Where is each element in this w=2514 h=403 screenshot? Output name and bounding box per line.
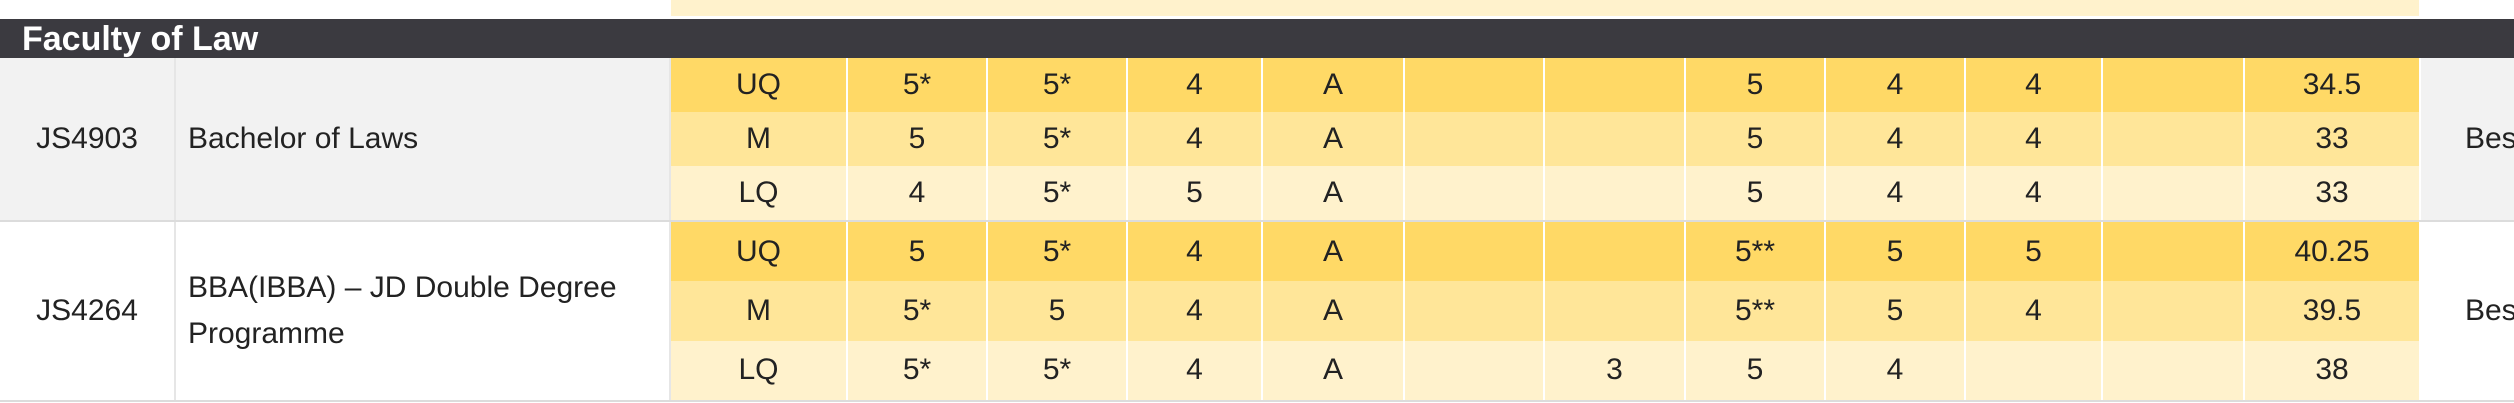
score-cell: 5 xyxy=(1826,281,1966,341)
score-cell: 34.5 xyxy=(2245,58,2421,112)
score-cell: 4 xyxy=(1966,166,2103,220)
score-cell xyxy=(1545,222,1686,282)
score-cell xyxy=(2103,340,2245,400)
score-cell: 4 xyxy=(1128,281,1263,341)
score-cell: 5 xyxy=(848,222,988,282)
band-label: M xyxy=(671,281,848,341)
row-divider xyxy=(0,220,2514,222)
score-cell: 5** xyxy=(1686,222,1826,282)
score-cell: 4 xyxy=(1966,58,2103,112)
programme-name: BBA(IBBA) – JD Double Degree Programme xyxy=(176,222,671,400)
score-cell xyxy=(2103,222,2245,282)
score-cell: 5* xyxy=(988,340,1128,400)
faculty-title: Faculty of Law xyxy=(22,20,259,58)
score-cell: 38 xyxy=(2245,340,2421,400)
band-label: UQ xyxy=(671,58,848,112)
score-cell: A xyxy=(1263,112,1405,166)
programme-name: Bachelor of Laws xyxy=(176,58,671,220)
score-cell: 4 xyxy=(1966,112,2103,166)
best-subjects: Best 5 xyxy=(2421,222,2514,400)
score-cell xyxy=(1405,58,1545,112)
score-cell xyxy=(1966,340,2103,400)
score-cell xyxy=(1405,166,1545,220)
best-subjects: Best 5 xyxy=(2421,58,2514,220)
band-label: M xyxy=(671,112,848,166)
programme-row: JS4903 Bachelor of Laws Best 5 UQ5*5*4A5… xyxy=(0,58,2514,220)
programme-code: JS4903 xyxy=(0,58,176,220)
score-cell: 5 xyxy=(1686,58,1826,112)
score-cell: 5 xyxy=(1686,112,1826,166)
row-divider xyxy=(0,400,2514,402)
score-cell xyxy=(2103,166,2245,220)
score-cell: 5* xyxy=(848,340,988,400)
score-cell: 4 xyxy=(1128,340,1263,400)
score-cell: 5* xyxy=(848,58,988,112)
score-cell: 4 xyxy=(848,166,988,220)
score-cell: 5* xyxy=(988,166,1128,220)
score-cell: 5* xyxy=(988,58,1128,112)
score-cell: 5* xyxy=(988,112,1128,166)
score-cell xyxy=(2103,58,2245,112)
score-cell: A xyxy=(1263,58,1405,112)
band-label: UQ xyxy=(671,222,848,282)
score-cell xyxy=(2103,281,2245,341)
score-cell: 4 xyxy=(1128,58,1263,112)
score-cell: 3 xyxy=(1545,340,1686,400)
score-cell: 5 xyxy=(1686,166,1826,220)
score-cell: 5 xyxy=(1686,340,1826,400)
score-cell: 5 xyxy=(988,281,1128,341)
score-cell xyxy=(1545,112,1686,166)
band-label: LQ xyxy=(671,166,848,220)
score-cell: A xyxy=(1263,166,1405,220)
score-cell xyxy=(1405,222,1545,282)
score-cell: 4 xyxy=(1826,58,1966,112)
score-cell: 5 xyxy=(1128,166,1263,220)
score-cell xyxy=(1405,112,1545,166)
score-cell: 5* xyxy=(848,281,988,341)
score-cell xyxy=(1405,340,1545,400)
score-cell: 4 xyxy=(1128,222,1263,282)
score-cell: 33 xyxy=(2245,112,2421,166)
score-cell xyxy=(1545,58,1686,112)
score-cell xyxy=(1545,166,1686,220)
score-cell: 5 xyxy=(1826,222,1966,282)
programme-code: JS4264 xyxy=(0,222,176,400)
score-cell xyxy=(2103,112,2245,166)
score-cell: A xyxy=(1263,281,1405,341)
score-cell: A xyxy=(1263,340,1405,400)
score-cell: 4 xyxy=(1826,166,1966,220)
score-cell: 5* xyxy=(988,222,1128,282)
score-cell: 5 xyxy=(1966,222,2103,282)
score-cell xyxy=(1545,281,1686,341)
score-cell: 4 xyxy=(1826,112,1966,166)
previous-row-score-band xyxy=(671,0,2421,16)
score-cell: 4 xyxy=(1128,112,1263,166)
score-cell: A xyxy=(1263,222,1405,282)
score-cell: 4 xyxy=(1966,281,2103,341)
score-cell: 40.25 xyxy=(2245,222,2421,282)
score-cell: 4 xyxy=(1826,340,1966,400)
faculty-header: Faculty of Law xyxy=(0,16,2514,58)
band-label: LQ xyxy=(671,340,848,400)
score-cell xyxy=(1405,281,1545,341)
previous-row-fragment xyxy=(0,0,2514,16)
programme-row: JS4264 BBA(IBBA) – JD Double Degree Prog… xyxy=(0,222,2514,400)
score-cell: 39.5 xyxy=(2245,281,2421,341)
score-cell: 5** xyxy=(1686,281,1826,341)
score-cell: 33 xyxy=(2245,166,2421,220)
score-cell: 5 xyxy=(848,112,988,166)
